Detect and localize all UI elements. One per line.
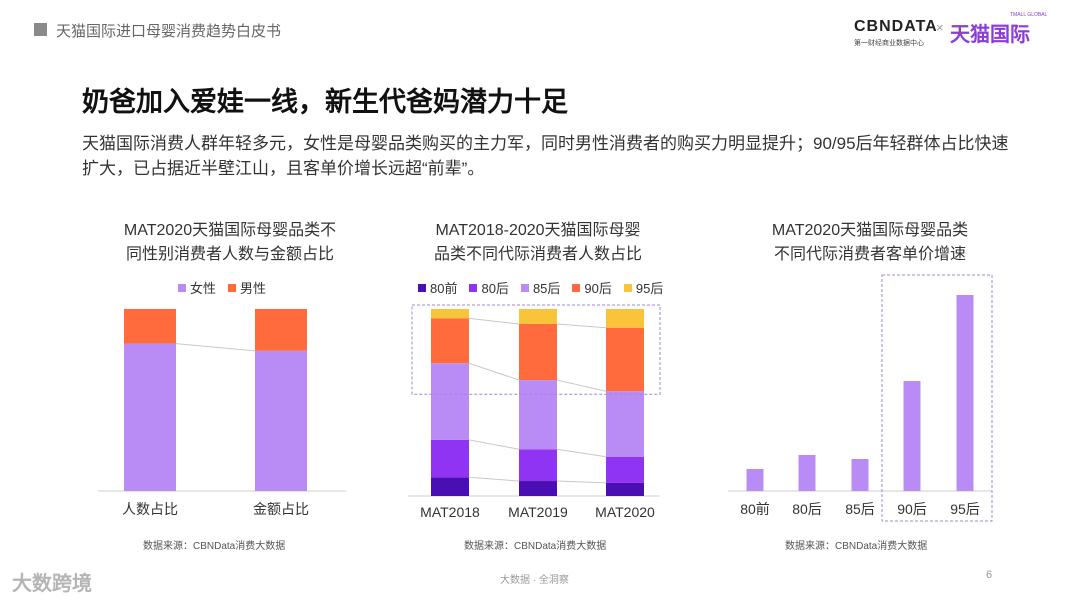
legend-label-male: 男性 bbox=[240, 281, 267, 296]
chart1-legend: 女性 男性 bbox=[178, 278, 266, 297]
chart2-source: 数据来源：CBNData消费大数据 bbox=[464, 541, 607, 552]
watermark: 大数跨境 bbox=[12, 573, 92, 595]
legend-item-post85: 85后 bbox=[520, 278, 561, 297]
chart3-bar-2 bbox=[851, 459, 869, 491]
legend-label-pre80: 80前 bbox=[430, 281, 458, 296]
legend-swatch-post85 bbox=[520, 283, 529, 292]
chart2-xtick-1: MAT2019 bbox=[508, 504, 568, 520]
tmall-global-logo: 天猫国际 bbox=[950, 24, 1030, 46]
chart3-bar-0 bbox=[746, 469, 764, 491]
chart2-connector-2-1 bbox=[556, 379, 607, 392]
header-square-icon bbox=[34, 23, 47, 36]
logo-separator: × bbox=[936, 20, 944, 35]
tmall-global-logo-subtitle: TMALL GLOBAL bbox=[1010, 12, 1048, 18]
chart1-bar-female-0 bbox=[124, 343, 176, 491]
chart1-bar-female-1 bbox=[255, 350, 307, 491]
chart2-title-line2: 品类不同代际消费者人数占比 bbox=[433, 246, 642, 263]
chart2-bar-post80-0 bbox=[431, 439, 469, 478]
legend-label-post80: 80后 bbox=[481, 281, 509, 296]
legend-label-post85: 85后 bbox=[532, 281, 561, 296]
report-title: 天猫国际进口母婴消费趋势白皮书 bbox=[56, 23, 282, 40]
chart1-bar-male-0 bbox=[124, 309, 176, 344]
chart2-bar-post85-0 bbox=[431, 363, 469, 440]
chart2-connector-1-1 bbox=[556, 448, 607, 458]
legend-label-post90: 90后 bbox=[584, 281, 612, 296]
chart2-title-line1: MAT2018-2020天猫国际母婴 bbox=[435, 222, 641, 239]
chart2-connector-3-0 bbox=[468, 317, 520, 325]
chart1-connector bbox=[175, 343, 256, 352]
chart3-xtick-3: 90后 bbox=[897, 501, 927, 517]
legend-item-pre80: 80前 bbox=[418, 278, 457, 297]
legend-swatch-post95 bbox=[623, 283, 632, 292]
chart2-bar-post90-1 bbox=[519, 323, 557, 381]
chart2-legend: 80前 80后 85后 90后 95后 bbox=[418, 278, 663, 297]
chart3-plot: 80前 80后 85后 90后 95后 bbox=[728, 274, 993, 522]
chart2-bar-post80-2 bbox=[606, 456, 644, 483]
chart2-plot: MAT2018 MAT2019 MAT2020 bbox=[408, 304, 661, 520]
chart3-xtick-2: 85后 bbox=[845, 501, 875, 517]
legend-item-male: 男性 bbox=[228, 278, 266, 297]
page-number: 6 bbox=[986, 569, 993, 581]
chart2-highlight-box bbox=[411, 304, 661, 395]
chart1-bar-male-1 bbox=[255, 309, 307, 351]
chart2-bar-pre80-2 bbox=[606, 482, 644, 496]
chart2-bar-post90-2 bbox=[606, 327, 644, 392]
chart1-title: MAT2020天猫国际母婴品类不 同性别消费者人数与金额占比 bbox=[80, 219, 380, 267]
chart2-bar-post85-2 bbox=[606, 391, 644, 457]
legend-swatch-female bbox=[178, 283, 186, 292]
chart1-xtick-1: 金额占比 bbox=[253, 501, 309, 517]
chart2-connector-2-0 bbox=[468, 362, 520, 381]
chart1-title-line2: 同性别消费者人数与金额占比 bbox=[125, 246, 334, 263]
chart3-xtick-0: 80前 bbox=[740, 501, 770, 517]
legend-item-post80: 80后 bbox=[469, 278, 509, 297]
page-title: 奶爸加入爱娃一线，新生代爸妈潜力十足 bbox=[82, 87, 568, 117]
chart1-xtick-0: 人数占比 bbox=[122, 501, 178, 517]
chart2-bar-post95-2 bbox=[606, 309, 644, 328]
chart2-connector-3-1 bbox=[556, 323, 607, 329]
legend-swatch-post80 bbox=[469, 283, 478, 292]
legend-label-post95: 95后 bbox=[635, 281, 664, 296]
cbndata-logo-subtitle: 第一财经商业数据中心 bbox=[854, 40, 924, 47]
chart1-source: 数据来源：CBNData消费大数据 bbox=[143, 541, 286, 552]
legend-item-female: 女性 bbox=[178, 278, 216, 297]
chart2-connector-0-0 bbox=[468, 476, 520, 482]
page-description: 天猫国际消费人群年轻多元，女性是母婴品类购买的主力军，同时男性消费者的购买力明显… bbox=[82, 134, 1009, 178]
chart2-bar-post95-0 bbox=[431, 309, 469, 319]
chart1-title-line1: MAT2020天猫国际母婴品类不 bbox=[123, 222, 337, 239]
chart3-xtick-4: 95后 bbox=[950, 501, 980, 517]
chart3-highlight-box bbox=[881, 274, 993, 522]
chart3-title: MAT2020天猫国际母婴品类 不同代际消费者客单价增速 bbox=[720, 219, 1020, 267]
chart2-bar-post85-1 bbox=[519, 380, 557, 450]
footer-slogan: 大数据 · 全洞察 bbox=[500, 575, 569, 586]
legend-item-post90: 90后 bbox=[572, 278, 612, 297]
legend-item-post95: 95后 bbox=[623, 278, 664, 297]
legend-swatch-post90 bbox=[572, 283, 581, 292]
chart2-connector-1-0 bbox=[468, 439, 520, 450]
chart3-title-line2: 不同代际消费者客单价增速 bbox=[773, 246, 966, 263]
chart2-bar-post95-1 bbox=[519, 309, 557, 324]
chart2-connector-0-1 bbox=[556, 480, 607, 484]
chart3-source: 数据来源：CBNData消费大数据 bbox=[785, 541, 928, 552]
chart2-bar-pre80-0 bbox=[431, 477, 469, 496]
chart3-title-line1: MAT2020天猫国际母婴品类 bbox=[771, 222, 969, 239]
legend-label-female: 女性 bbox=[190, 281, 217, 296]
chart1-plot: 人数占比 金额占比 bbox=[98, 309, 346, 517]
chart3-bar-3 bbox=[903, 381, 921, 491]
chart2-xtick-0: MAT2018 bbox=[420, 504, 480, 520]
cbndata-logo: CBNDATA bbox=[854, 18, 938, 35]
chart3-bar-1 bbox=[798, 455, 816, 491]
chart3-bar-4 bbox=[956, 295, 974, 491]
chart3-xtick-1: 80后 bbox=[792, 501, 822, 517]
chart2-bar-post90-0 bbox=[431, 318, 469, 364]
legend-swatch-male bbox=[228, 283, 237, 292]
chart2-bar-post80-1 bbox=[519, 449, 557, 482]
chart2-xtick-2: MAT2020 bbox=[595, 504, 655, 520]
chart2-bar-pre80-1 bbox=[519, 481, 557, 496]
chart2-title: MAT2018-2020天猫国际母婴 品类不同代际消费者人数占比 bbox=[388, 219, 688, 267]
legend-swatch-pre80 bbox=[418, 283, 426, 292]
